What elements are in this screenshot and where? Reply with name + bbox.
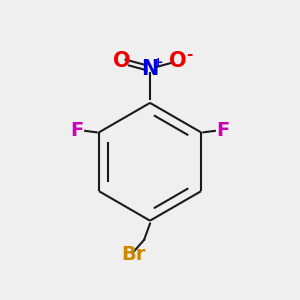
- Text: Br: Br: [122, 245, 146, 264]
- Text: F: F: [70, 122, 83, 140]
- Text: O: O: [169, 51, 187, 71]
- Text: N: N: [141, 59, 159, 79]
- Text: F: F: [217, 122, 230, 140]
- Text: +: +: [153, 56, 164, 69]
- Text: -: -: [186, 47, 192, 62]
- Text: O: O: [113, 51, 131, 71]
